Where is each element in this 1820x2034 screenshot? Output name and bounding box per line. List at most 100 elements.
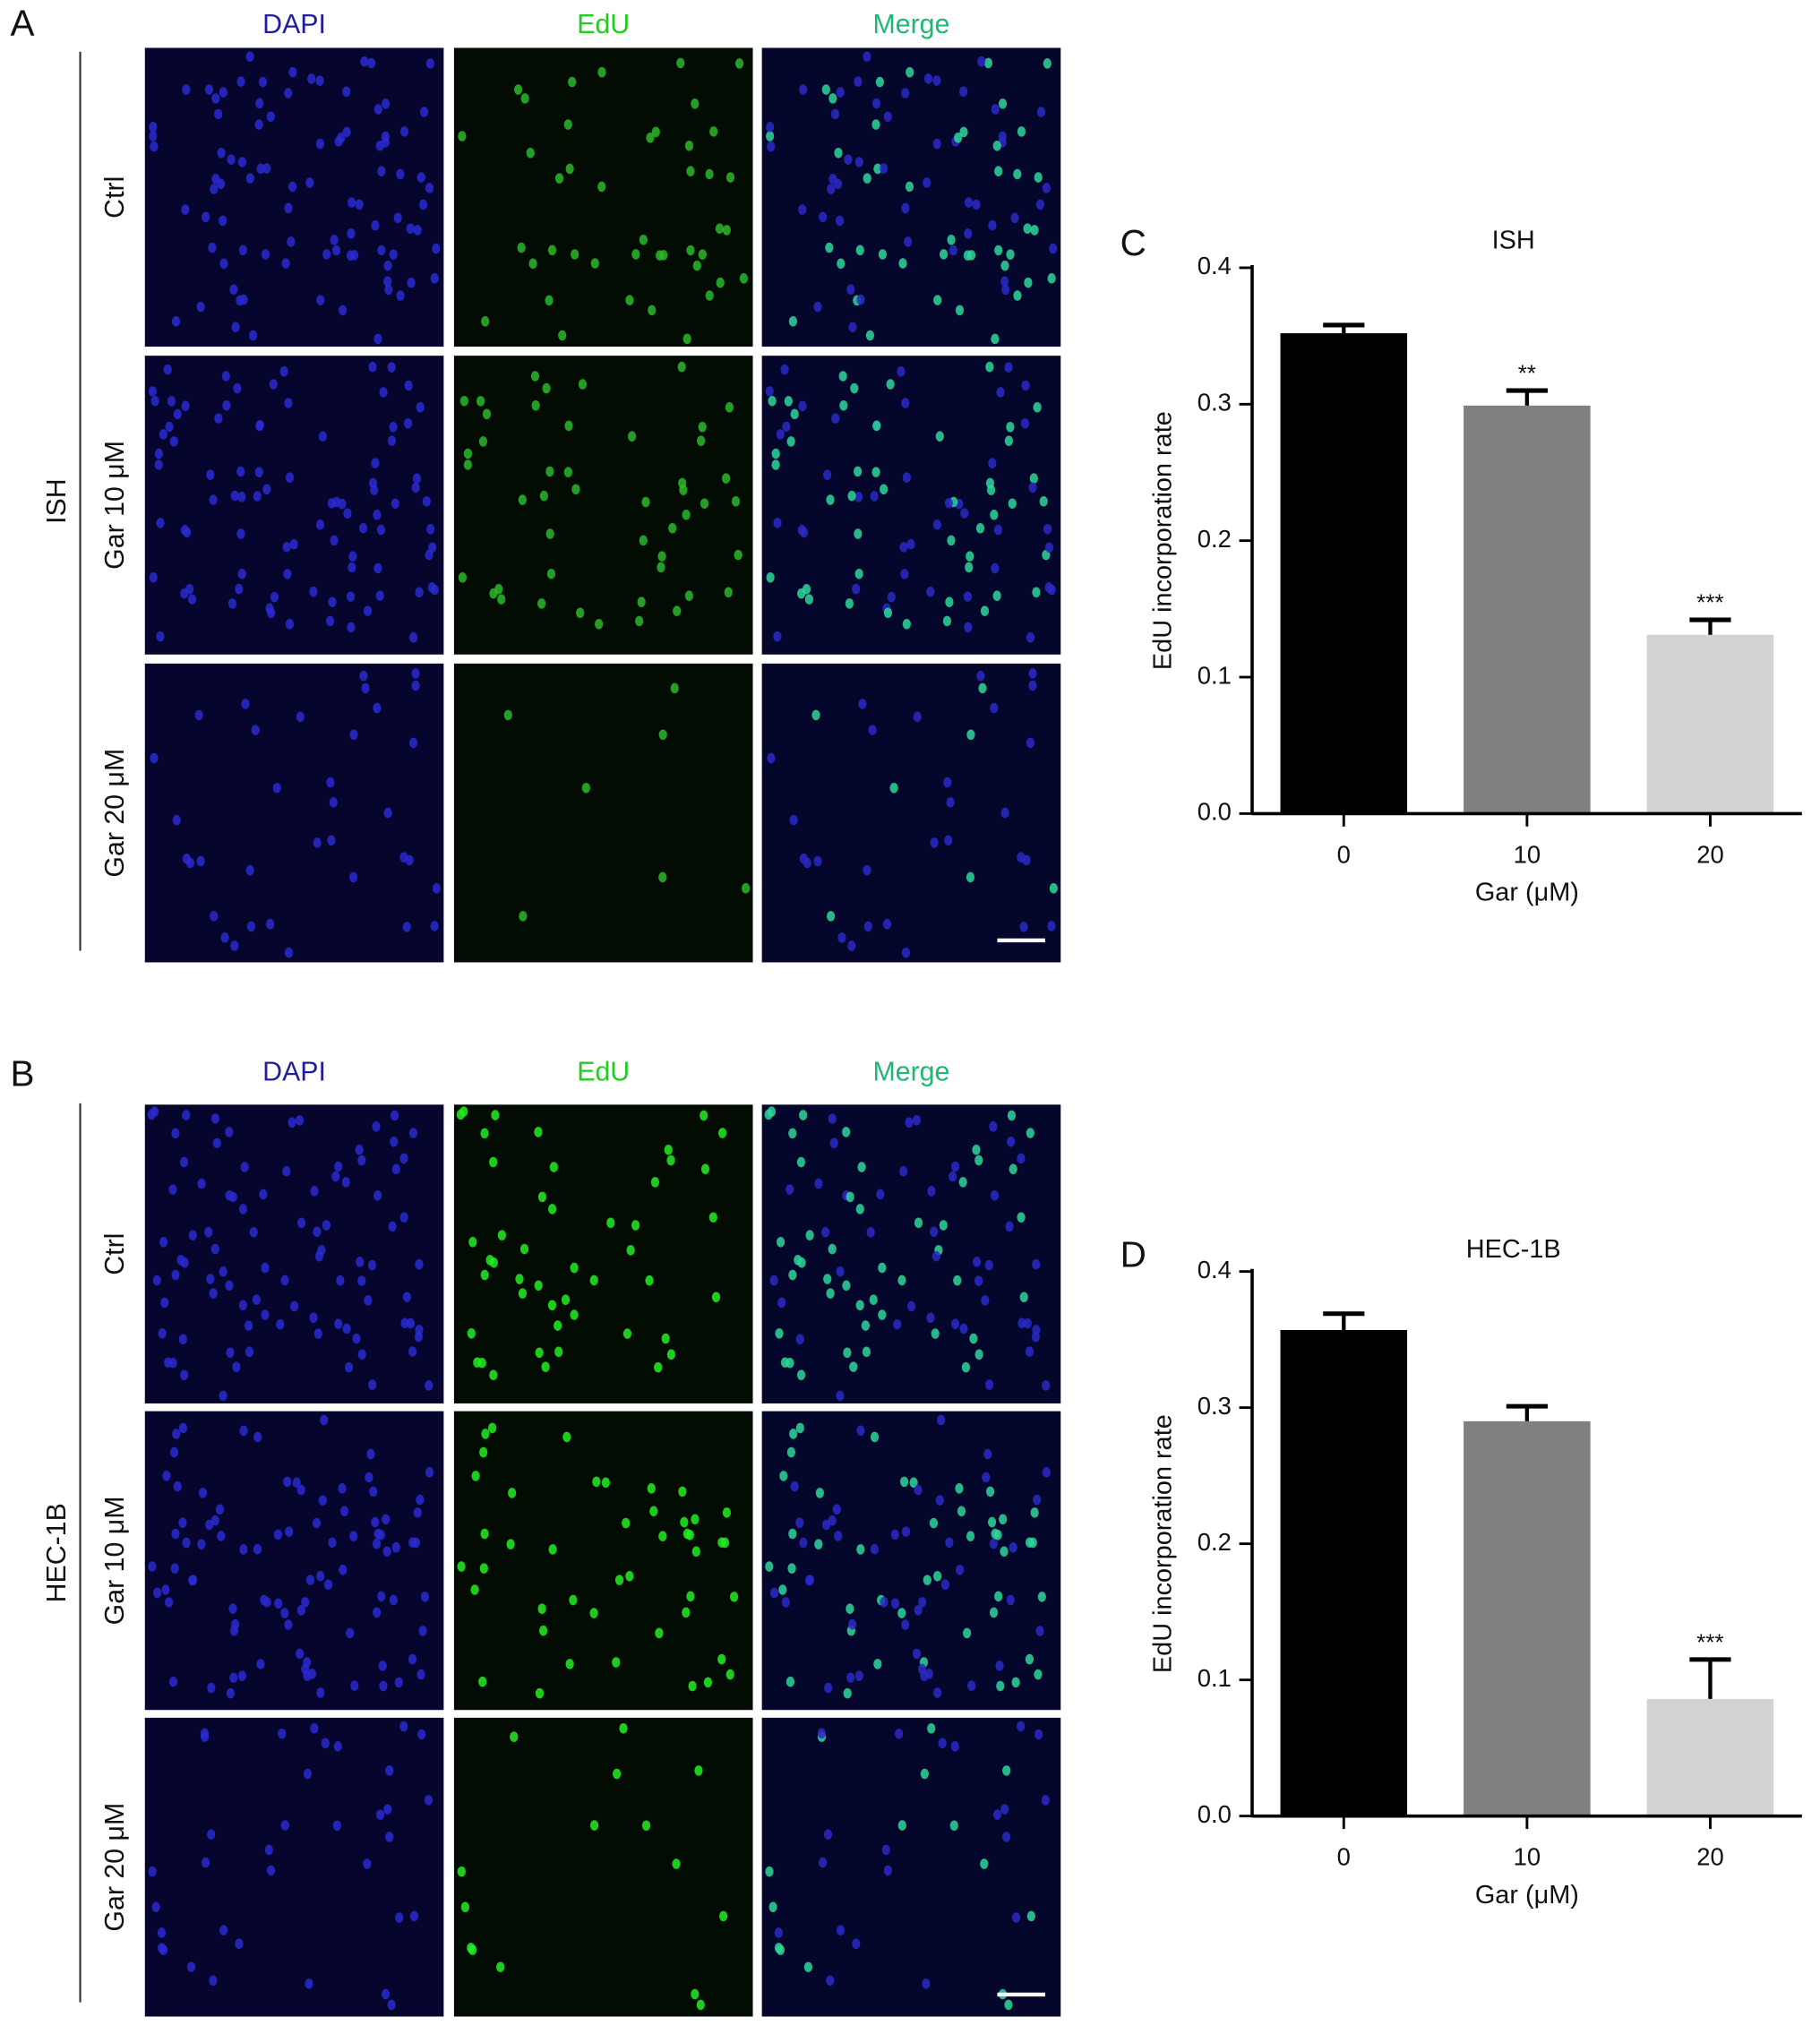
nucleus xyxy=(799,1537,808,1549)
nucleus xyxy=(988,458,997,468)
nucleus xyxy=(700,498,709,510)
nucleus xyxy=(866,1227,875,1238)
nucleus xyxy=(310,1722,319,1734)
nucleus xyxy=(666,1154,675,1166)
nucleus xyxy=(773,631,782,642)
nucleus xyxy=(331,1171,340,1182)
nucleus xyxy=(805,1230,814,1240)
nucleus xyxy=(697,435,706,446)
nucleus xyxy=(238,1300,247,1311)
nucleus xyxy=(1034,172,1043,183)
nucleus xyxy=(985,1486,995,1498)
nucleus xyxy=(225,1280,234,1292)
nucleus xyxy=(804,1575,814,1586)
nucleus xyxy=(889,782,898,794)
nucleus xyxy=(631,1220,640,1231)
nucleus xyxy=(219,1390,228,1402)
nucleus xyxy=(980,605,990,616)
nucleus xyxy=(508,1488,517,1498)
nucleus xyxy=(214,413,223,424)
nucleus xyxy=(272,782,281,794)
nucleus xyxy=(788,1528,797,1540)
nucleus xyxy=(817,1728,826,1739)
nucleus xyxy=(768,1901,777,1913)
nucleus xyxy=(799,84,808,95)
nucleus xyxy=(387,435,397,446)
significance: *** xyxy=(1696,589,1723,616)
nucleus xyxy=(984,1379,994,1390)
nucleus xyxy=(348,551,357,562)
nucleus xyxy=(696,1999,705,2011)
nucleus xyxy=(344,1361,354,1373)
nucleus xyxy=(873,163,882,175)
nucleus xyxy=(657,551,666,562)
nucleus xyxy=(237,157,247,167)
nucleus xyxy=(200,1728,210,1739)
nucleus xyxy=(1026,737,1035,749)
nucleus xyxy=(846,1672,855,1683)
nucleus xyxy=(459,395,468,407)
nucleus xyxy=(1042,1466,1051,1478)
nucleus xyxy=(284,1619,293,1630)
nucleus xyxy=(870,1431,880,1443)
nucleus xyxy=(411,482,420,493)
nucleus xyxy=(322,1220,331,1231)
nucleus xyxy=(182,1537,191,1549)
nucleus xyxy=(949,1171,957,1182)
y-tick-label: 0.0 xyxy=(1198,798,1232,826)
nucleus xyxy=(163,364,172,375)
nucleus xyxy=(520,93,529,104)
nucleus xyxy=(334,1318,343,1329)
nucleus xyxy=(185,857,195,869)
nucleus xyxy=(565,1659,574,1669)
nucleus xyxy=(1017,126,1026,137)
nucleus xyxy=(982,1472,991,1483)
nucleus xyxy=(837,258,846,270)
nucleus xyxy=(930,1226,939,1238)
nucleus xyxy=(863,864,871,876)
nucleus xyxy=(1047,273,1056,284)
nucleus xyxy=(288,181,297,193)
nucleus xyxy=(568,76,577,88)
nucleus xyxy=(780,364,789,375)
nucleus xyxy=(944,498,953,509)
nucleus xyxy=(210,1113,220,1124)
nucleus xyxy=(639,234,648,245)
nucleus xyxy=(872,420,881,432)
nucleus xyxy=(564,420,573,432)
nucleus xyxy=(157,1927,167,1938)
nucleus xyxy=(535,1347,544,1359)
nucleus xyxy=(766,122,775,133)
nucleus xyxy=(330,535,339,546)
nucleus xyxy=(347,197,356,208)
nucleus xyxy=(814,1539,823,1549)
nucleus xyxy=(893,1318,902,1330)
nucleus xyxy=(1044,582,1053,593)
nucleus xyxy=(950,1318,960,1329)
nucleus xyxy=(168,1676,178,1687)
nucleus xyxy=(612,1768,622,1780)
nucleus xyxy=(678,1486,687,1498)
nucleus xyxy=(648,305,657,316)
nucleus xyxy=(863,921,872,932)
nucleus xyxy=(959,126,968,138)
nucleus xyxy=(960,508,969,519)
nucleus xyxy=(796,1156,806,1168)
nucleus xyxy=(219,1266,228,1277)
nucleus xyxy=(382,1546,391,1558)
nucleus xyxy=(284,398,293,408)
nucleus xyxy=(254,119,263,130)
nucleus xyxy=(686,1591,695,1602)
nucleus xyxy=(1001,1832,1011,1842)
nucleus xyxy=(764,1109,773,1120)
nucleus xyxy=(285,619,295,630)
nucleus xyxy=(480,1128,489,1139)
nucleus xyxy=(349,1531,358,1541)
nucleus xyxy=(262,163,271,174)
nucleus xyxy=(346,591,356,602)
nucleus xyxy=(646,133,655,143)
nucleus xyxy=(784,396,793,407)
nucleus xyxy=(290,1300,299,1312)
nucleus xyxy=(506,1539,515,1549)
nucleus xyxy=(826,911,836,922)
